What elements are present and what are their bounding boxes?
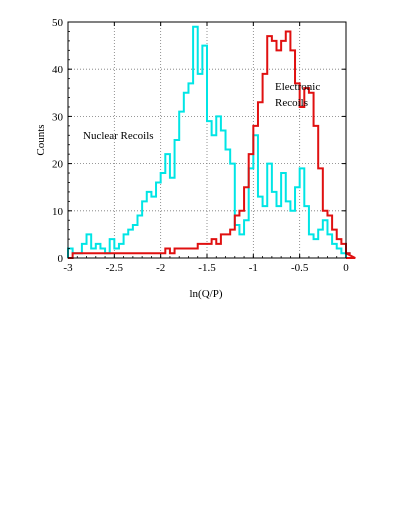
x-tick-label: -2.5: [106, 262, 124, 274]
histogram-series: [67, 25, 356, 259]
x-tick-label: 0: [343, 262, 349, 274]
annotation-nuclear-recoils: Nuclear Recoils: [83, 130, 154, 142]
y-tick-label: 40: [52, 64, 64, 76]
x-tick-label: -3: [63, 262, 73, 274]
tick-labels: -3 -2.5 -2 -1.5 -1 -0.5 0 0 10 20 30 40 50: [52, 17, 349, 274]
y-tick-label: 50: [52, 17, 64, 29]
annotation-recoils: Recoils: [275, 97, 308, 109]
y-tick-label: 10: [52, 206, 64, 218]
x-axis-label: ln(Q/P): [190, 288, 223, 300]
x-tick-label: -1.5: [198, 262, 216, 274]
annotation-electronic: Electronic: [275, 81, 320, 93]
x-tick-label: -0.5: [291, 262, 309, 274]
y-tick-label: 30: [52, 111, 64, 123]
y-tick-label: 20: [52, 159, 64, 171]
axis-ticks: [67, 21, 347, 259]
y-axis-label: Counts: [35, 124, 47, 155]
x-tick-label: -1: [249, 262, 258, 274]
x-tick-label: -2: [156, 262, 165, 274]
y-tick-label: 0: [58, 253, 64, 265]
electronic-recoils-histogram: [68, 30, 356, 259]
nuclear-recoils-histogram: [67, 25, 351, 258]
